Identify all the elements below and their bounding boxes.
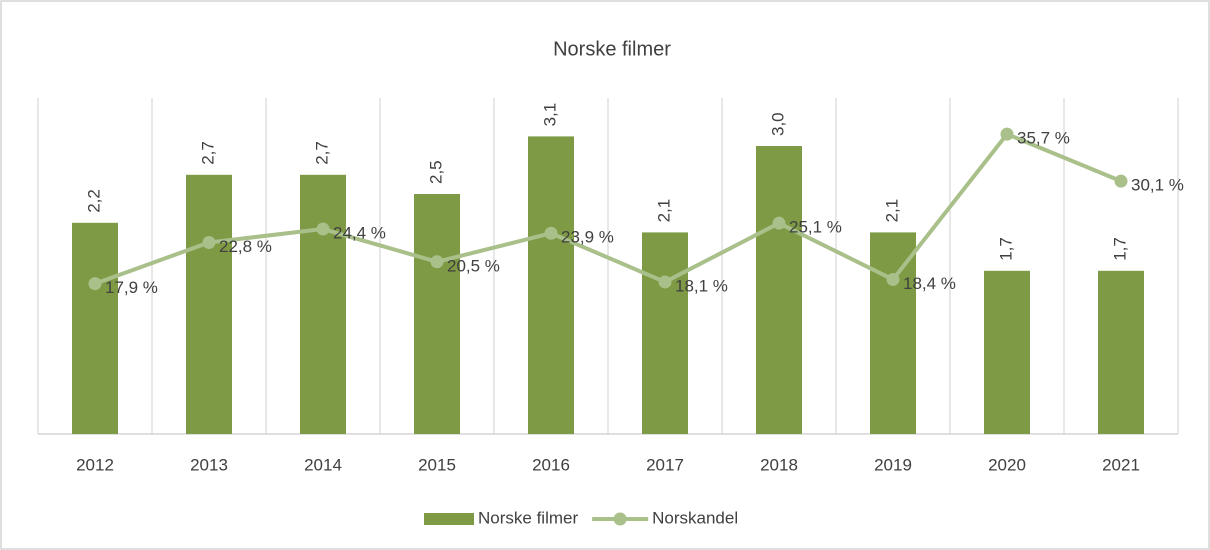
bar-value-label: 2,1 (882, 199, 901, 223)
x-tick-label: 2017 (646, 455, 684, 474)
bar-value-label: 3,0 (768, 112, 787, 136)
x-tick-label: 2016 (532, 455, 570, 474)
line-marker (886, 272, 900, 286)
bar (870, 232, 916, 434)
line-value-label: 24,4 % (333, 224, 386, 243)
line-marker (316, 222, 330, 236)
line (94, 132, 1122, 286)
bar-value-label: 2,5 (426, 160, 445, 184)
bar (984, 270, 1030, 434)
bar-value-label: 2,7 (198, 141, 217, 165)
bar (300, 174, 346, 435)
bar-value-label: 2,7 (312, 141, 331, 165)
legend-swatch (424, 513, 474, 525)
x-tick-label: 2020 (988, 455, 1026, 474)
x-tick-label: 2018 (760, 455, 798, 474)
line-value-label: 20,5 % (447, 256, 500, 275)
x-tick-label: 2012 (76, 455, 114, 474)
line-value-label: 22,8 % (219, 237, 272, 256)
line-value-label: 35,7 % (1017, 129, 1070, 148)
bar-value-label: 2,1 (654, 199, 673, 223)
bar-value-label: 3,1 (540, 103, 559, 127)
bar (642, 232, 688, 434)
bar (528, 136, 574, 434)
line-marker (1000, 127, 1014, 141)
line-value-label: 18,4 % (903, 274, 956, 293)
line-marker (658, 275, 672, 289)
line-marker (544, 226, 558, 240)
x-tick-label: 2019 (874, 455, 912, 474)
bar (72, 222, 118, 434)
x-tick-label: 2013 (190, 455, 228, 474)
bar (414, 194, 460, 434)
line-value-label: 25,1 % (789, 218, 842, 237)
line-value-label: 30,1 % (1131, 176, 1184, 195)
bar (756, 146, 802, 434)
line-value-label: 17,9 % (105, 278, 158, 297)
legend-swatch-marker (613, 512, 627, 526)
bar-value-label: 1,7 (996, 237, 1015, 261)
line-marker (1114, 174, 1128, 188)
x-tick-label: 2015 (418, 455, 456, 474)
line-marker (772, 216, 786, 230)
bar-value-label: 1,7 (1110, 237, 1129, 261)
line-value-label: 23,9 % (561, 228, 614, 247)
bar-value-label: 2,2 (84, 189, 103, 213)
x-tick-label: 2014 (304, 455, 342, 474)
legend-label: Norske filmer (478, 508, 578, 527)
x-tick-label: 2021 (1102, 455, 1140, 474)
line-value-label: 18,1 % (675, 276, 728, 295)
line-marker (202, 235, 216, 249)
bar (1098, 270, 1144, 434)
legend-label: Norskandel (652, 508, 738, 527)
line-marker (88, 277, 102, 291)
bar (186, 174, 232, 435)
chart-title: Norske filmer (553, 38, 671, 60)
line-marker (430, 255, 444, 269)
